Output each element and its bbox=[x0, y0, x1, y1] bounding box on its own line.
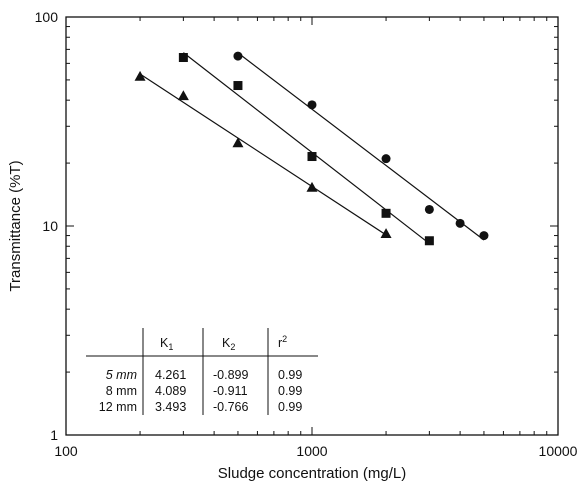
table-cell: 12 mm bbox=[99, 400, 137, 414]
x-tick-label-1: 1000 bbox=[296, 443, 327, 459]
data-point-triangle bbox=[232, 137, 244, 148]
data-point-triangle bbox=[177, 90, 189, 101]
table-cell: 0.99 bbox=[278, 384, 302, 398]
table-cell: 3.493 bbox=[155, 400, 186, 414]
data-point-circle bbox=[424, 204, 434, 214]
table-cell: 5 mm bbox=[106, 368, 137, 382]
tick-marks bbox=[65, 16, 559, 436]
table-cell: 0.99 bbox=[278, 368, 302, 382]
data-point-circle bbox=[455, 218, 465, 228]
data-point-square bbox=[233, 81, 243, 91]
table-cell: -0.899 bbox=[213, 368, 248, 382]
table-cell: 4.261 bbox=[155, 368, 186, 382]
data-point-circle bbox=[479, 231, 489, 241]
table-cell: 4.089 bbox=[155, 384, 186, 398]
x-tick-label-0: 100 bbox=[54, 443, 78, 459]
table-cell: 8 mm bbox=[106, 384, 137, 398]
data-point-circle bbox=[381, 154, 391, 164]
x-tick-label-2: 10000 bbox=[539, 443, 578, 459]
fit-line-1 bbox=[237, 52, 485, 241]
y-axis-title: Transmittance (%T) bbox=[7, 160, 24, 291]
fit-line-3 bbox=[139, 73, 387, 236]
table-cell: -0.766 bbox=[213, 400, 248, 414]
y-tick-label-0: 1 bbox=[50, 427, 58, 443]
table-cell: 0.99 bbox=[278, 400, 302, 414]
fit-line-2 bbox=[183, 52, 430, 245]
x-axis-title: Sludge concentration (mg/L) bbox=[218, 465, 406, 482]
data-point-triangle bbox=[134, 70, 146, 81]
data-point-triangle bbox=[380, 228, 392, 238]
table-header-k1: K1 bbox=[160, 336, 173, 352]
data-point-circle bbox=[233, 51, 243, 61]
table-cell: -0.911 bbox=[213, 384, 248, 398]
fit-lines bbox=[139, 52, 485, 245]
data-point-square bbox=[178, 53, 188, 63]
y-tick-label-1: 10 bbox=[42, 218, 58, 234]
data-points bbox=[134, 51, 489, 246]
data-point-circle bbox=[307, 100, 317, 110]
data-point-square bbox=[381, 208, 391, 218]
data-point-square bbox=[307, 152, 317, 162]
table-header-k2: K2 bbox=[222, 336, 235, 352]
data-point-triangle bbox=[306, 181, 318, 192]
y-tick-label-2: 100 bbox=[35, 9, 59, 25]
data-point-square bbox=[424, 236, 434, 246]
table-header-r2: r2 bbox=[278, 334, 287, 350]
fit-parameter-table: K1 K2 r2 5 mm 4.261 -0.899 0.99 8 mm 4.0… bbox=[86, 328, 318, 415]
